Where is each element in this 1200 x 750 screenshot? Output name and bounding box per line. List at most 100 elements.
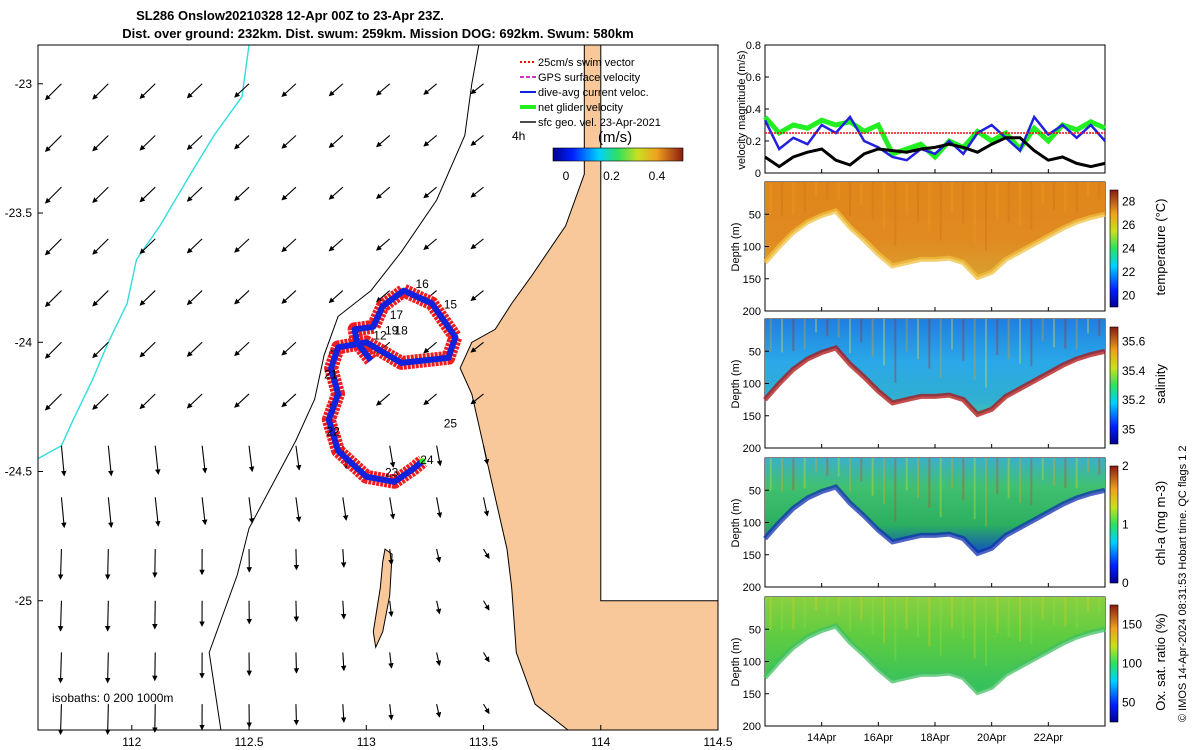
- section-panel-oxygen: 50 100 150 200 Depth (m) 50 100 150 Ox. sat. rat…: [730, 596, 1168, 744]
- section-panel-chla: 50 100 150 200 Depth (m) 0 1 2 chl-a (mg m-3): [730, 457, 1168, 594]
- colorbar-label: Ox. sat. ratio (%): [1153, 613, 1168, 711]
- y-tick-label: 0.6: [746, 72, 761, 84]
- velocity-arrow: [435, 600, 442, 615]
- speed-panel: 0 0.2 0.4 0.6 0.8 velocity magnitude (m/s): [736, 40, 1107, 180]
- section-field: [765, 319, 1105, 415]
- velocity-arrow: [139, 341, 156, 358]
- y-tick-label: 200: [743, 443, 761, 455]
- velocity-arrow: [435, 652, 442, 667]
- velocity-arrow: [389, 445, 396, 468]
- velocity-arrow: [376, 135, 391, 148]
- isobath-cyan: [37, 44, 250, 460]
- velocity-arrow: [92, 83, 109, 100]
- velocity-arrow: [470, 135, 484, 146]
- velocity-arrow: [92, 290, 109, 307]
- speed-axes: [764, 44, 1106, 174]
- y-tick-label: 50: [749, 209, 761, 221]
- velocity-arrow: [281, 393, 297, 408]
- velocity-arrow: [92, 341, 109, 359]
- velocity-arrow: [139, 290, 156, 306]
- velocity-arrow: [328, 290, 344, 304]
- velocity-arrow: [201, 445, 208, 474]
- velocity-arrow: [104, 549, 111, 580]
- y-tick-label: 50: [749, 624, 761, 636]
- velocity-arrow: [139, 135, 156, 151]
- velocity-arrow: [60, 445, 67, 477]
- colorbar-label: chl-a (mg m-3): [1153, 481, 1168, 566]
- x-tick-label: 22Apr: [1034, 732, 1064, 744]
- colorbar-tick-label: 50: [1122, 696, 1136, 710]
- velocity-arrow: [423, 83, 437, 95]
- y-tick-label: 100: [743, 379, 761, 391]
- day-label: 21: [324, 368, 338, 382]
- x-tick-label: 114: [591, 735, 610, 749]
- velocity-arrow: [435, 548, 442, 563]
- velocity-arrow: [376, 290, 391, 303]
- y-tick-label: 150: [743, 411, 761, 423]
- section-seabed-edge: [763, 484, 1106, 557]
- section-colorbar: [1109, 189, 1119, 308]
- colorbar-tick-label: 0.2: [603, 169, 620, 183]
- velocity-arrow: [281, 238, 297, 253]
- section-ylabel: Depth (m): [730, 223, 742, 272]
- velocity-arrow: [328, 186, 344, 200]
- map-isobaths: [37, 44, 480, 731]
- velocity-arrow: [44, 135, 62, 152]
- velocity-arrow: [281, 135, 297, 149]
- velocity-arrow: [281, 290, 297, 304]
- velocity-arrow: [186, 341, 203, 357]
- velocity-arrow: [234, 341, 250, 357]
- y-tick-label: 150: [743, 689, 761, 701]
- velocity-arrow: [281, 341, 297, 356]
- x-tick-label: 16Apr: [864, 732, 894, 744]
- section-panel-salinity: 50 100 150 200 Depth (m) 35 35.2 35.4 35.6 salini…: [730, 318, 1168, 455]
- velocity-arrow: [388, 704, 394, 721]
- velocity-arrow: [388, 652, 394, 669]
- velocity-arrow: [139, 393, 156, 410]
- colorbar-tick-label: 0: [1122, 576, 1129, 590]
- velocity-arrow: [470, 83, 484, 95]
- velocity-arrow: [234, 290, 250, 305]
- section-field: [765, 182, 1105, 278]
- velocity-arrow: [293, 600, 300, 623]
- day-label: 23: [385, 466, 399, 480]
- legend-label: dive-avg current veloc.: [538, 87, 649, 99]
- section-colorbar: [1109, 604, 1119, 723]
- velocity-arrow: [44, 186, 62, 204]
- y-tick-label: -23: [15, 77, 33, 91]
- day-label: 18: [394, 324, 408, 338]
- section-ylabel: Depth (m): [730, 638, 742, 687]
- colorbar-tick-label: 22: [1122, 265, 1136, 279]
- day-label: 24: [420, 453, 434, 467]
- velocity-arrow: [201, 497, 208, 526]
- velocity-arrow: [186, 393, 203, 409]
- colorbar-label: salinity: [1153, 364, 1168, 404]
- velocity-arrow: [107, 497, 114, 529]
- x-tick-label: 114.5: [703, 735, 732, 749]
- velocity-arrow: [435, 704, 442, 718]
- colorbar-tick-label: 35: [1122, 422, 1136, 436]
- figure-title-line2: Dist. over ground: 232km. Dist. swum: 25…: [122, 26, 634, 41]
- day-label: 19: [385, 324, 399, 338]
- velocity-arrow: [104, 600, 111, 632]
- colorbar-tick-label: 0.4: [649, 169, 666, 183]
- speed-lines: [763, 114, 1107, 173]
- velocity-arrow: [92, 393, 109, 410]
- velocity-arrow: [342, 497, 349, 521]
- velocity-arrow: [470, 393, 484, 405]
- y-tick-label: 200: [743, 582, 761, 594]
- day-label: 12: [373, 329, 387, 343]
- velocity-arrow: [482, 497, 490, 517]
- velocity-arrow: [423, 238, 437, 250]
- y-tick-label: -24.5: [5, 465, 33, 479]
- speed-colorbar: [552, 147, 684, 162]
- velocity-arrow: [44, 290, 62, 308]
- speed-ylabel: velocity magnitude (m/s): [736, 50, 748, 169]
- velocity-arrow: [281, 186, 297, 201]
- velocity-arrow: [340, 549, 347, 568]
- velocity-arrow: [139, 83, 156, 99]
- legend-label: GPS surface velocity: [538, 72, 641, 84]
- y-tick-label: 50: [749, 485, 761, 497]
- velocity-arrow: [340, 652, 347, 672]
